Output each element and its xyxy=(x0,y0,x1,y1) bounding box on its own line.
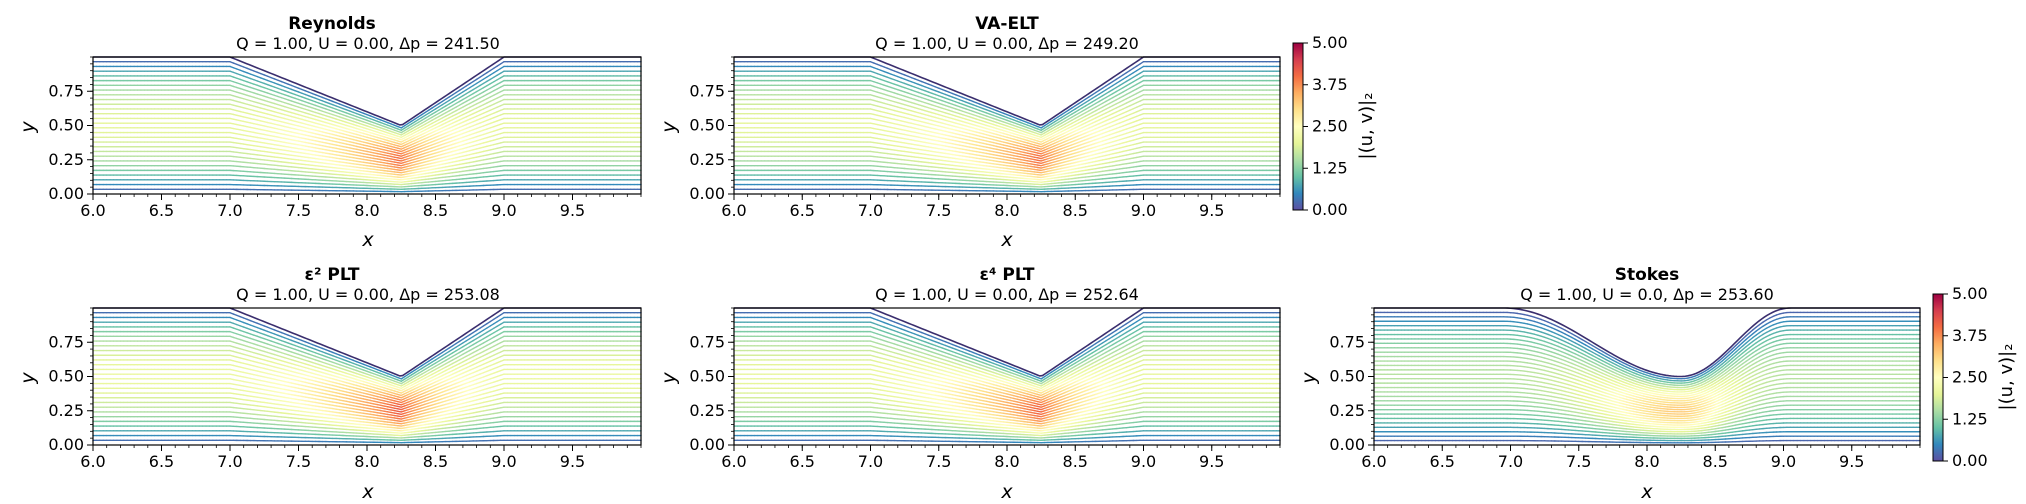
y-tick-label: 0.25 xyxy=(48,150,84,169)
x-tick-label: 7.5 xyxy=(286,201,311,220)
x-tick-label: 9.5 xyxy=(560,201,585,220)
y-tick-label: 0.00 xyxy=(48,184,84,203)
x-tick-label: 9.0 xyxy=(491,201,516,220)
y-axis-label: y xyxy=(17,121,39,134)
x-tick-label: 8.5 xyxy=(423,201,448,220)
y-tick-label: 0.75 xyxy=(48,81,84,100)
x-tick-label: 8.0 xyxy=(354,201,379,220)
panel-title: Reynolds xyxy=(288,14,376,34)
streamline xyxy=(93,189,641,191)
streamline xyxy=(734,189,1280,191)
panel-title: VA-ELT xyxy=(975,14,1039,34)
y-tick-label: 0.50 xyxy=(48,116,84,135)
panel-subtitle: Q = 1.00, U = 0.00, Δp = 249.20 xyxy=(875,34,1139,53)
plot-area: 6.0 6.5 7.0 7.5 8.0 8.5 9.0 9.5 0.00 0.25 0.50 0.75 xyxy=(48,57,641,220)
panel-reynolds: Reynolds Q = 1.00, U = 0.00, Δp = 241.50… xyxy=(17,14,641,251)
plot-area: 6.0 6.5 7.0 7.5 8.0 8.5 9.0 9.50.000.250.500.75 xyxy=(689,57,1280,220)
x-tick-label: 6.0 xyxy=(80,201,105,220)
x-tick-label: 6.5 xyxy=(149,201,174,220)
x-axis-label: x xyxy=(361,229,374,251)
x-tick-label: 7.0 xyxy=(217,201,242,220)
panel-va-elt: VA-ELT Q = 1.00, U = 0.00, Δp = 249.20 6… xyxy=(658,14,1280,251)
panel-subtitle: Q = 1.00, U = 0.00, Δp = 241.50 xyxy=(236,34,500,53)
streamline xyxy=(93,147,641,171)
streamline xyxy=(734,180,1280,187)
streamline xyxy=(93,180,641,187)
